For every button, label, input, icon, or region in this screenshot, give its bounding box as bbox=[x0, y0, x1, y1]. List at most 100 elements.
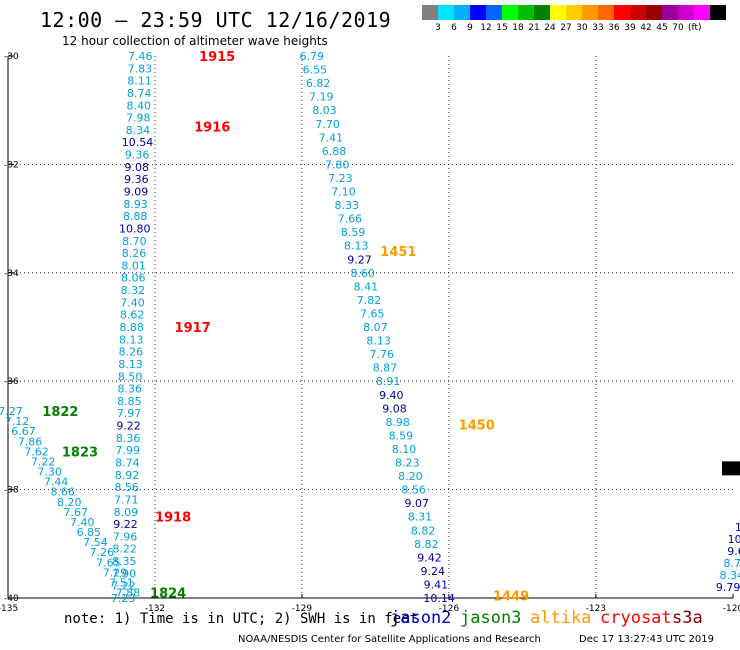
wave-height-value: 6.82 bbox=[306, 77, 331, 90]
right-edge-box bbox=[722, 461, 740, 476]
wave-height-value: 7.40 bbox=[70, 516, 95, 529]
wave-height-value: 8.22 bbox=[112, 543, 137, 556]
colorbar-swatch bbox=[422, 5, 438, 20]
wave-height-value: 8.74 bbox=[723, 557, 740, 570]
wave-height-value: 7.65 bbox=[360, 307, 385, 320]
wave-height-value: 7.44 bbox=[44, 476, 69, 489]
lat-tick-label: -38 bbox=[4, 486, 19, 496]
colorbar-label: 9 bbox=[467, 23, 473, 33]
colorbar-swatch bbox=[598, 5, 614, 20]
colorbar-swatch bbox=[710, 5, 726, 20]
jason3-track: 7.277.126.677.867.627.227.307.448.668.20… bbox=[0, 405, 140, 600]
colorbar-swatch bbox=[486, 5, 502, 20]
wave-height-value: 7.40 bbox=[120, 296, 145, 309]
wave-height-value: 9.22 bbox=[116, 420, 141, 433]
colorbar-label: 3 bbox=[435, 23, 441, 33]
map-subtitle: 12 hour collection of altimeter wave hei… bbox=[62, 34, 328, 48]
wave-height-value: 9.08 bbox=[125, 161, 150, 174]
pass-time-label: 1916 bbox=[194, 120, 230, 135]
cryosat-track: 7.467.838.118.748.407.988.3410.549.369.0… bbox=[111, 50, 153, 605]
pass-time-label: 1451 bbox=[380, 245, 416, 260]
colorbar-swatch bbox=[534, 5, 550, 20]
wave-height-value: 8.74 bbox=[127, 87, 152, 100]
wave-height-value: 7.88 bbox=[116, 587, 141, 600]
wave-height-value: 8.10 bbox=[392, 443, 417, 456]
wave-height-value: 8.34 bbox=[126, 124, 151, 137]
wave-height-value: 8.62 bbox=[120, 309, 145, 322]
colorbar-swatch bbox=[694, 5, 710, 20]
wave-height-value: 9.41 bbox=[424, 578, 449, 591]
wave-height-value: 7.70 bbox=[315, 118, 340, 131]
wave-height-value: 8.09 bbox=[114, 506, 139, 519]
colorbar-swatch bbox=[566, 5, 582, 20]
wave-height-value: 7.83 bbox=[128, 62, 153, 75]
wave-height-value: 7.10 bbox=[331, 186, 356, 199]
wave-height-value: 8.26 bbox=[119, 346, 144, 359]
wave-height-value: 9.08 bbox=[382, 402, 407, 415]
wave-height-value: 8.66 bbox=[50, 486, 75, 499]
wave-height-value: 7.23 bbox=[328, 172, 353, 185]
pass-time-label: 1823 bbox=[62, 446, 98, 461]
wave-height-value: 7.99 bbox=[116, 444, 141, 457]
colorbar-label: 18 bbox=[512, 23, 524, 33]
wave-height-value: 7.80 bbox=[325, 158, 350, 171]
lat-tick-label: -36 bbox=[4, 377, 19, 387]
wave-height-value: 8.93 bbox=[123, 198, 148, 211]
wave-height-value: 8.31 bbox=[408, 511, 433, 524]
colorbar-swatch bbox=[438, 5, 454, 20]
credit-text: NOAA/NESDIS Center for Satellite Applica… bbox=[238, 634, 541, 645]
wave-height-value: 8.13 bbox=[366, 335, 391, 348]
wave-height-value: 7.62 bbox=[24, 445, 49, 458]
altika-track: 6.796.556.827.198.037.707.416.887.807.23… bbox=[299, 50, 454, 605]
wave-height-value: 6.67 bbox=[11, 425, 36, 438]
pass-time-label: 1824 bbox=[150, 587, 186, 602]
colorbar-label: 33 bbox=[592, 23, 604, 33]
satellite-jason3: jason3 bbox=[460, 608, 522, 628]
wave-height-value: 8.82 bbox=[411, 524, 436, 537]
wave-height-value: 8.56 bbox=[114, 481, 139, 494]
colorbar-label: 70 bbox=[672, 23, 684, 33]
pass-time-label: 1917 bbox=[175, 321, 211, 336]
wave-height-value: 7.22 bbox=[31, 455, 56, 468]
colorbar-unit: (ft) bbox=[688, 23, 702, 33]
wave-height-value: 8.13 bbox=[344, 240, 369, 253]
colorbar-label: 12 bbox=[480, 23, 492, 33]
wave-height-value: 8.03 bbox=[312, 104, 337, 117]
wave-height-value: 6.55 bbox=[303, 64, 328, 77]
lon-tick-label: -135 bbox=[0, 604, 18, 614]
wave-height-value: 8.36 bbox=[117, 383, 142, 396]
wave-height-value: 6.85 bbox=[77, 526, 102, 539]
colorbar-label: 24 bbox=[544, 23, 556, 33]
timestamp-text: Dec 17 13:27:43 UTC 2019 bbox=[579, 634, 714, 645]
wave-height-value: 7.19 bbox=[309, 91, 334, 104]
wave-height-value: 8.50 bbox=[118, 370, 143, 383]
colorbar-label: 36 bbox=[608, 23, 620, 33]
wave-height-value: 6.79 bbox=[299, 50, 324, 63]
wave-height-value: 8.74 bbox=[115, 457, 140, 470]
wave-height-value: 9.42 bbox=[417, 551, 442, 564]
wave-height-value: 8.01 bbox=[121, 259, 146, 272]
wave-height-value: 7.96 bbox=[113, 530, 138, 543]
wave-height-value: 8.26 bbox=[122, 247, 147, 260]
wave-height-value: 7.27 bbox=[0, 405, 23, 418]
pass-labels: 1915 1916 1917 1918 1822 1823 1824 1451 1450 1449 bbox=[42, 50, 529, 604]
wave-height-value: 9.22 bbox=[113, 518, 138, 531]
colorbar-swatch bbox=[678, 5, 694, 20]
wave-height-value: 8.70 bbox=[122, 235, 147, 248]
wave-height-value: 9.07 bbox=[405, 497, 430, 510]
wave-height-value: 7.66 bbox=[338, 213, 363, 226]
lat-tick-label: -40 bbox=[4, 594, 19, 604]
wave-height-value: 7.51 bbox=[109, 576, 134, 589]
wave-height-value: 9.24 bbox=[420, 565, 445, 578]
colorbar-label: 15 bbox=[496, 23, 508, 33]
map-title: 12:00 – 23:59 UTC 12/16/2019 bbox=[40, 8, 392, 32]
wave-height-value: 7.97 bbox=[117, 407, 142, 420]
wave-height-value: 9.27 bbox=[347, 253, 372, 266]
wave-height-value: 7.54 bbox=[83, 536, 108, 549]
wave-height-value: 10.20 bbox=[728, 533, 740, 546]
wave-height-value: 7.67 bbox=[64, 506, 89, 519]
wave-height-value: 8.91 bbox=[376, 375, 401, 388]
wave-tracks: 7.467.838.118.748.407.988.3410.549.369.0… bbox=[0, 50, 740, 605]
colorbar-swatch bbox=[470, 5, 486, 20]
